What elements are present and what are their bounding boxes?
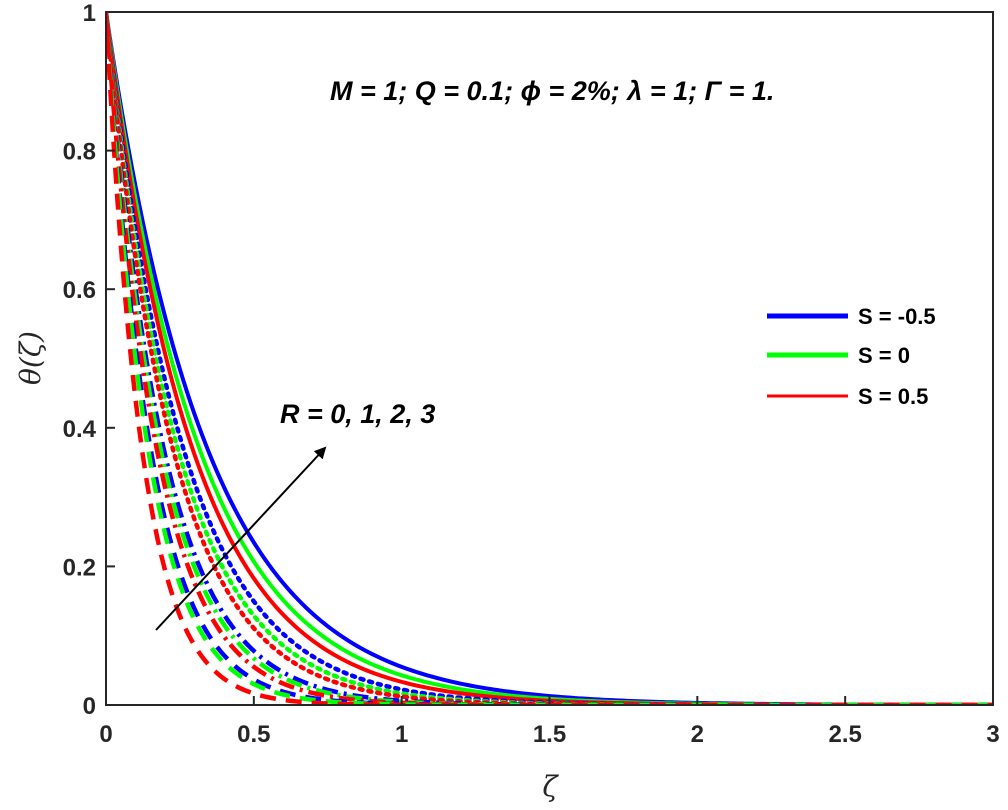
ticks-layer: 0 0.5 1 1.5 2 2.5 3 0 0.2 0.4 0.6 0.8 1 <box>63 0 1000 748</box>
parameter-annotation: M = 1; Q = 0.1; ϕ = 2%; λ = 1; Γ = 1. <box>330 76 774 106</box>
series-line-8 <box>106 12 993 705</box>
y-tick-label: 0.4 <box>63 416 97 443</box>
x-tick-label: 2.5 <box>828 721 861 748</box>
legend-label-s-05: S = 0.5 <box>858 384 928 409</box>
x-tick-label: 0.5 <box>237 721 270 748</box>
legend: S = -0.5 S = 0 S = 0.5 <box>756 296 966 418</box>
x-tick-label: 0 <box>99 721 112 748</box>
x-axis-label: ζ <box>542 770 559 803</box>
legend-label-s-0: S = 0 <box>858 343 910 368</box>
trend-arrow <box>155 446 327 631</box>
series-line-11 <box>106 12 993 705</box>
arrow-annotation: R = 0, 1, 2, 3 <box>280 399 435 429</box>
y-tick-label: 0.2 <box>63 554 96 581</box>
legend-label-s-minus-05: S = -0.5 <box>858 304 936 329</box>
x-tick-label: 1.5 <box>533 721 566 748</box>
y-tick-label: 0 <box>83 693 96 720</box>
y-axis-label: θ(ζ) <box>14 331 47 385</box>
x-tick-label: 3 <box>986 721 999 748</box>
y-tick-label: 0.8 <box>63 139 96 166</box>
y-tick-label: 1 <box>83 0 96 27</box>
x-tick-label: 1 <box>395 721 408 748</box>
y-tick-label: 0.6 <box>63 277 96 304</box>
x-tick-label: 2 <box>691 721 704 748</box>
